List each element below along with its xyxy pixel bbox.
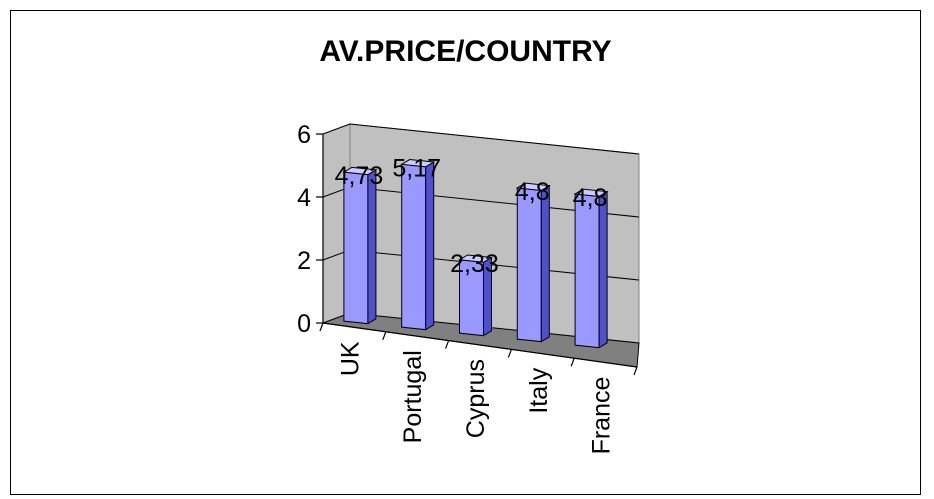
bar-side xyxy=(598,190,608,349)
bar-side xyxy=(425,161,435,331)
x-axis-line xyxy=(322,322,638,368)
x-tick-label: Cyprus xyxy=(462,359,490,438)
bar-top xyxy=(342,166,378,176)
data-label: 4,8 xyxy=(515,178,550,206)
bar xyxy=(400,159,436,331)
x-tick-label: France xyxy=(588,377,616,455)
bar-top xyxy=(457,254,494,263)
bar-front xyxy=(574,193,600,349)
x-axis: UK Portugal Cyprus Italy France xyxy=(319,322,638,455)
bar-side xyxy=(367,168,377,325)
data-label: 4,73 xyxy=(335,162,384,190)
gridline xyxy=(322,123,640,155)
x-tick-mark xyxy=(445,340,450,349)
data-label: 4,8 xyxy=(573,184,608,212)
bar-front xyxy=(401,163,427,331)
x-tick-label: UK xyxy=(336,341,364,376)
x-tick-mark xyxy=(319,322,324,332)
bar-top xyxy=(573,188,609,197)
chart-title: AV.PRICE/COUNTRY xyxy=(319,35,612,68)
data-label: 2,33 xyxy=(450,250,499,278)
y-tick-label: 2 xyxy=(297,247,311,275)
bar-side xyxy=(540,184,550,343)
y-tick-label: 4 xyxy=(297,184,311,212)
x-tick-mark xyxy=(382,331,387,341)
bar-top xyxy=(400,159,436,168)
x-tick-label: Portugal xyxy=(399,350,427,443)
bar xyxy=(515,182,551,343)
bar xyxy=(457,254,494,337)
x-tick-label: Italy xyxy=(525,367,553,413)
bar xyxy=(342,166,378,325)
bar xyxy=(573,188,609,349)
data-label: 5,17 xyxy=(392,154,441,182)
x-tick-mark xyxy=(507,349,512,358)
bar-front xyxy=(343,171,369,325)
y-tick-label: 6 xyxy=(297,121,311,149)
y-axis: 0 2 4 6 xyxy=(297,121,324,338)
bar-top xyxy=(515,182,551,191)
bar-front xyxy=(516,187,542,343)
data-labels: 4,73 5,17 2,33 4,8 4,8 xyxy=(335,154,608,277)
x-tick-mark xyxy=(570,357,575,367)
bars xyxy=(342,159,609,349)
x-tick-mark xyxy=(633,366,638,376)
y-tick-label: 0 xyxy=(297,310,311,338)
